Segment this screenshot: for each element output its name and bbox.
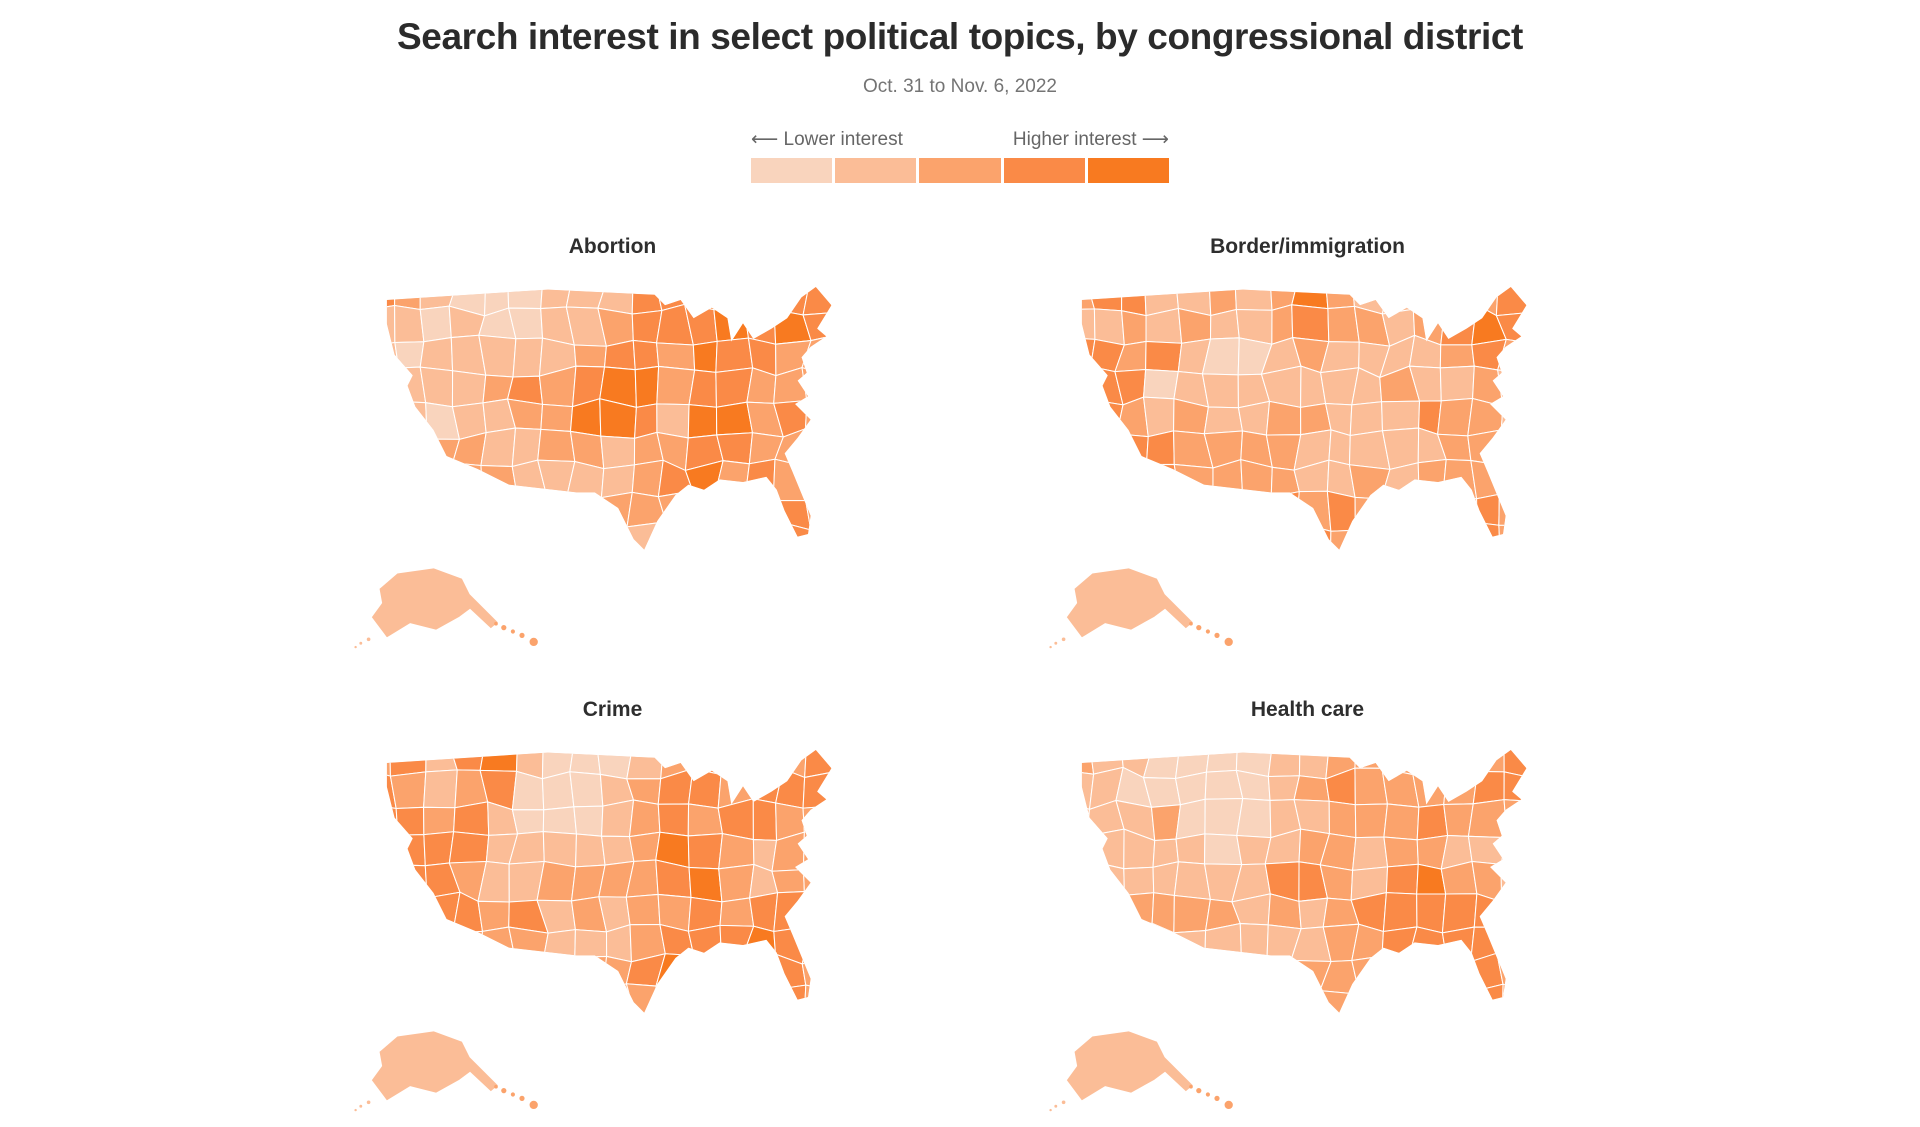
page: Search interest in select political topi…	[353, 16, 1526, 1112]
maps-grid: Abortion Border/immigration Crime Health…	[325, 235, 1595, 1127]
map-title-abortion: Abortion	[568, 235, 657, 258]
interest-legend: ⟵ Lower interest Higher interest ⟶	[751, 128, 1170, 183]
map-panel-crime: Crime	[353, 698, 873, 1127]
legend-swatch	[919, 158, 1001, 183]
choropleth-map-abortion	[353, 287, 831, 649]
legend-swatch	[1003, 158, 1085, 183]
map-title-health-care: Health care	[1250, 698, 1365, 721]
page-title: Search interest in select political topi…	[397, 16, 1523, 57]
legend-swatch	[751, 158, 833, 183]
choropleth-map-border-immigration	[1048, 287, 1526, 649]
legend-higher-label: Higher interest ⟶	[1012, 129, 1169, 150]
legend-lower-label: ⟵ Lower interest	[751, 129, 903, 150]
legend-labels: ⟵ Lower interest Higher interest ⟶	[751, 128, 1169, 151]
map-title-border-immigration: Border/immigration	[1210, 235, 1405, 258]
map-panel-border-immigration: Border/immigration	[1048, 235, 1568, 664]
map-panel-health-care: Health care	[1048, 698, 1568, 1127]
choropleth-map-crime	[353, 750, 831, 1112]
choropleth-map-health-care	[1048, 750, 1526, 1112]
map-title-crime: Crime	[582, 698, 643, 721]
legend-swatches	[751, 158, 1170, 183]
map-panel-abortion: Abortion	[353, 235, 873, 664]
legend-swatch	[1087, 158, 1170, 183]
legend-swatch	[835, 158, 917, 183]
subtitle: Oct. 31 to Nov. 6, 2022	[863, 76, 1057, 97]
